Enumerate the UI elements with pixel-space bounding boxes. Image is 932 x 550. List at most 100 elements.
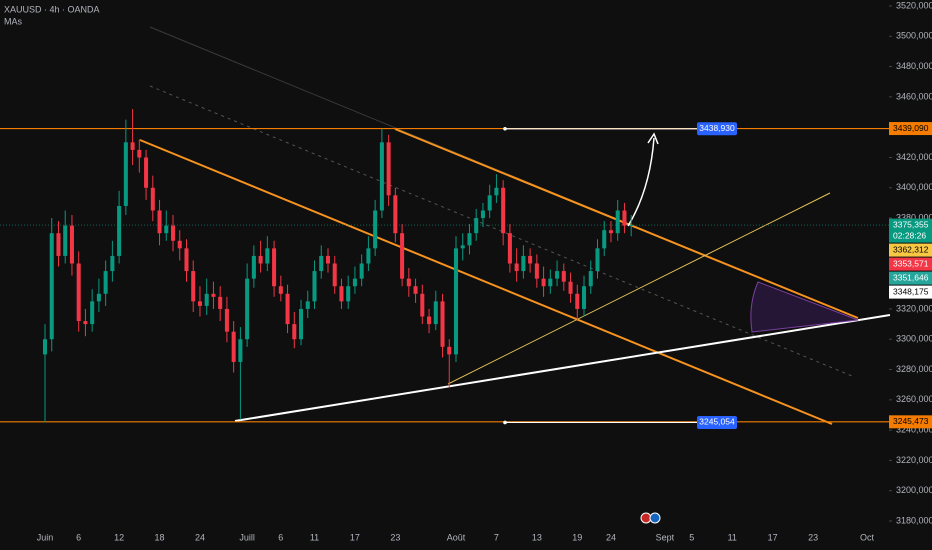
- candle-body: [157, 210, 162, 234]
- x-tick-label: 19: [572, 532, 582, 542]
- candle-body: [144, 157, 149, 188]
- y-tick-label: 3460,000: [896, 91, 932, 101]
- y-tick-label: 3400,000: [896, 182, 932, 192]
- candle-body: [528, 255, 533, 264]
- rising-trendline: [234, 314, 891, 422]
- target-wedge: [750, 281, 859, 333]
- candle-body: [427, 316, 432, 325]
- candle-body: [339, 286, 344, 302]
- candle-body: [42, 339, 48, 355]
- x-tick-label: 6: [278, 532, 283, 542]
- event-icons: [640, 512, 661, 524]
- y-tick-label: 3300,000: [896, 334, 932, 344]
- candle-body: [581, 286, 587, 309]
- level-label: 3245,054: [699, 417, 735, 427]
- candle-body: [177, 240, 182, 249]
- price-tag-label: 3245,473: [893, 416, 929, 426]
- candle-body: [561, 271, 566, 282]
- price-tag-label: 3375,355: [893, 219, 929, 229]
- candle-body: [299, 308, 304, 340]
- candle-body: [137, 149, 142, 158]
- candle-body: [440, 301, 445, 347]
- y-tick-label: 3180,000: [896, 515, 932, 525]
- candle-body: [420, 293, 425, 317]
- x-tick-label: 7: [494, 532, 499, 542]
- y-tick-label: 3200,000: [896, 485, 932, 495]
- candle-body: [507, 233, 512, 264]
- candle-body: [447, 346, 452, 355]
- price-tag-label: 3348,175: [893, 286, 929, 296]
- indicator-label: MAs: [4, 16, 23, 26]
- channel-lower: [139, 139, 833, 425]
- candle-body: [400, 233, 405, 279]
- y-tick-label: 3420,000: [896, 152, 932, 162]
- support-trendline: [447, 192, 831, 385]
- y-tick-label: 3380,000: [896, 212, 932, 222]
- price-tag-label: 3353,571: [893, 258, 929, 268]
- candle-body: [575, 293, 580, 309]
- candle-body: [608, 230, 613, 234]
- candle-body: [170, 225, 176, 241]
- candle-body: [413, 286, 418, 294]
- candle-body: [110, 255, 115, 272]
- y-tick-label: 3480,000: [896, 61, 932, 71]
- candle-body: [615, 210, 620, 234]
- x-tick-label: 24: [195, 532, 205, 542]
- candle-body: [278, 286, 283, 294]
- candle-body: [386, 142, 391, 196]
- candle-body: [393, 195, 398, 234]
- price-tag: [889, 122, 932, 136]
- candle-body: [629, 225, 634, 227]
- candle-body: [292, 324, 297, 340]
- candle-body: [595, 248, 600, 272]
- x-tick-label: 17: [768, 532, 778, 542]
- candle-body: [379, 142, 384, 211]
- candle-body: [56, 233, 61, 256]
- x-tick-label: 24: [606, 532, 616, 542]
- candle-body: [96, 293, 101, 302]
- candle-body: [373, 210, 378, 249]
- x-tick-label: Juin: [37, 532, 54, 542]
- channel-upper: [394, 128, 859, 319]
- chart-title: XAUUSD · 4h · OANDA: [4, 4, 100, 14]
- candle-body: [83, 321, 88, 325]
- x-tick-label: 18: [155, 532, 165, 542]
- candle-body: [150, 187, 155, 211]
- candle-body: [467, 233, 472, 246]
- candle-body: [312, 271, 317, 302]
- candles: [42, 109, 634, 423]
- y-tick-label: 3500,000: [896, 31, 932, 41]
- y-tick-label: 3260,000: [896, 394, 932, 404]
- candle-body: [238, 339, 243, 362]
- candle-body: [63, 225, 68, 256]
- candle-body: [453, 248, 459, 355]
- candle-body: [211, 293, 216, 297]
- candle-body: [265, 248, 270, 264]
- candle-body: [460, 245, 465, 249]
- x-tick-label: 11: [310, 532, 319, 542]
- x-tick-label: Août: [447, 532, 466, 542]
- candle-body: [521, 255, 526, 272]
- candle-body: [352, 278, 357, 287]
- candle-body: [480, 210, 485, 219]
- candle-body: [69, 225, 74, 264]
- candle-body: [406, 278, 411, 287]
- x-tick-label: 6: [76, 532, 81, 542]
- candle-body: [568, 281, 573, 294]
- x-tick-label: 23: [808, 532, 818, 542]
- candle-body: [103, 271, 108, 294]
- price-tag: [889, 415, 932, 429]
- level-label-box: [697, 415, 737, 429]
- candle-body: [555, 271, 560, 279]
- candle-body: [123, 142, 128, 206]
- level-label: 3438,930: [699, 123, 735, 133]
- candle-body: [258, 255, 263, 264]
- x-tick-label: 5: [689, 532, 694, 542]
- price-tag-label: 3351,646: [893, 272, 929, 282]
- candle-body: [76, 263, 81, 322]
- candle-body: [359, 263, 364, 279]
- y-tick-label: 3320,000: [896, 303, 932, 313]
- x-tick-label: 11: [728, 532, 737, 542]
- channel-midline: [149, 85, 853, 377]
